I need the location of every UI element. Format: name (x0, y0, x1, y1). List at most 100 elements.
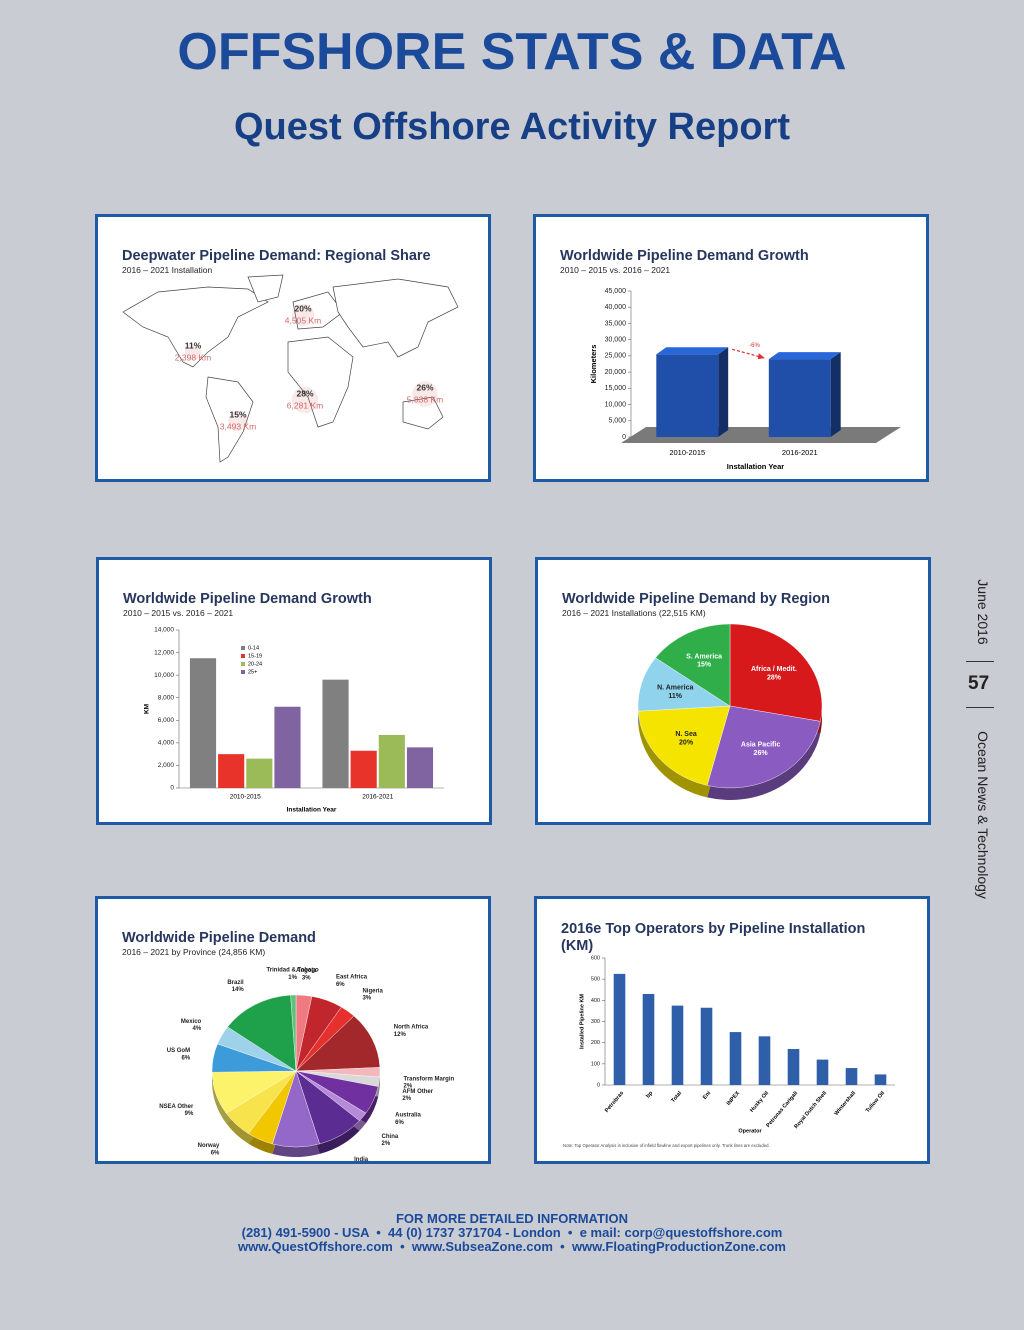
continent (205, 376, 254, 463)
continent (292, 291, 344, 330)
legend-swatch (241, 646, 245, 650)
y-tick-label: 40,000 (605, 304, 627, 311)
y-tick-label: 2,000 (158, 762, 175, 769)
slice-label: China (382, 1134, 399, 1140)
slice (290, 994, 297, 1072)
y-tick-label: 45,000 (605, 288, 627, 295)
bar (642, 993, 655, 1085)
slice-value: 11% (668, 693, 682, 700)
y-tick-label: 10,000 (154, 672, 174, 679)
x-tick-label: Total (670, 1090, 683, 1104)
slice-label: N. America (657, 684, 693, 691)
slice-value: 14% (232, 987, 245, 993)
slice-value: 28% (767, 675, 782, 682)
slice-value: 6% (336, 982, 345, 988)
x-tick-label: 2010-2015 (230, 794, 261, 801)
slice-value: 6% (395, 1120, 404, 1126)
footer-websites: www.QuestOffshore.com • www.SubseaZone.c… (238, 1239, 786, 1254)
bar (189, 658, 217, 788)
slice-value: 6% (211, 1150, 220, 1156)
continent (122, 286, 269, 368)
y-tick-label: 20,000 (605, 369, 627, 376)
x-tick-label: 2016-2021 (362, 794, 393, 801)
legend-swatch (241, 654, 245, 658)
y-tick-label: 12,000 (154, 649, 174, 656)
legend-swatch (241, 670, 245, 674)
continent (332, 278, 459, 358)
slice-label: Nigeria (362, 989, 383, 995)
footer-contact: (281) 491-5900 - USA • 44 (0) 1737 37170… (241, 1225, 783, 1240)
slice-label: Mexico (181, 1019, 202, 1025)
x-tick-label: bp (645, 1090, 654, 1099)
chart-title: Worldwide Pipeline Demand Growth (560, 248, 809, 264)
y-axis-label: Installed Pipeline KM (579, 994, 585, 1049)
bar-3d-side (830, 352, 841, 437)
chart-subtitle: 2010 – 2015 vs. 2016 – 2021 (560, 265, 671, 275)
bar (274, 706, 301, 788)
slice-label: N. Sea (675, 731, 697, 738)
continent (287, 336, 354, 428)
slice-value: 3% (302, 975, 311, 981)
slice (729, 623, 823, 722)
y-tick-label: 35,000 (605, 320, 627, 327)
bar (845, 1068, 858, 1085)
share-label: 20% (294, 303, 311, 313)
slice-value: 4% (193, 1026, 202, 1032)
x-tick-label: Petrobras (604, 1090, 625, 1114)
continent (402, 396, 444, 430)
slice-value: 9% (185, 1111, 194, 1117)
slice-label: Australia (395, 1113, 421, 1119)
share-marker (184, 343, 202, 361)
share-label: 15% (229, 409, 246, 419)
y-axis-label: KM (144, 704, 151, 714)
y-tick-label: 0 (597, 1082, 600, 1088)
x-tick-label: Petronas Carigali (765, 1090, 799, 1129)
panel: Deepwater Pipeline Demand: Regional Shar… (95, 214, 491, 482)
publication: Ocean News & Technology (975, 731, 991, 899)
panel: Worldwide Pipeline Demand by Region 2016… (535, 557, 931, 825)
slice (706, 705, 821, 789)
bar-3d-top (768, 352, 841, 360)
chart: 0 2,000 4,000 6,000 8,000 10,000 12,000 14,000 K… (144, 627, 444, 814)
x-tick-label: Royal Dutch Shell (793, 1090, 828, 1130)
panel: Worldwide Pipeline Demand Growth 2010 – … (96, 557, 492, 825)
slice-label: NSEA Other (159, 1104, 194, 1110)
slice-value: 12% (394, 1032, 407, 1038)
bar (768, 359, 831, 437)
slice-label: Africa / Medit. (751, 666, 797, 673)
slice (227, 994, 297, 1072)
chart-subtitle: 2016 – 2021 Installations (22,515 KM) (562, 608, 706, 618)
slice-label: S. America (686, 653, 722, 660)
bar (700, 1007, 713, 1085)
slice-label: North Africa (394, 1025, 429, 1031)
page-subtitle: Quest Offshore Activity Report (233, 106, 790, 148)
legend-label: 15-19 (248, 653, 262, 659)
chart: 0 100 200 300 400 500 600 Installed Pipeline KM… (563, 955, 895, 1148)
bar (218, 754, 245, 788)
panel: 2016e Top Operators by Pipeline Installa… (534, 896, 930, 1164)
chart: 20% 4,505 Km 11% 2,398 Km 28% 6,281 Km 26% 5,83… (122, 274, 459, 463)
bar (656, 354, 719, 437)
bar (406, 747, 434, 788)
x-tick-label: Eni (702, 1090, 712, 1101)
y-tick-label: 5,000 (608, 418, 626, 425)
bar-3d-side (718, 347, 729, 437)
y-tick-label: 500 (591, 977, 600, 983)
x-axis-label: Installation Year (287, 807, 337, 814)
share-label: 11% (185, 340, 202, 350)
continent (247, 274, 284, 303)
x-tick-label: 2010-2015 (669, 448, 705, 457)
km-label: 4,505 Km (285, 315, 321, 325)
chart-subtitle: 2016 – 2021 by Province (24,856 KM) (122, 947, 266, 957)
km-label: 2,398 Km (175, 352, 211, 362)
share-label: 26% (416, 382, 433, 392)
chart-title: Deepwater Pipeline Demand: Regional Shar… (122, 248, 431, 264)
divider (966, 661, 994, 662)
share-marker (291, 303, 315, 327)
chart-subtitle: 2016 – 2021 Installation (122, 265, 213, 275)
y-tick-label: 15,000 (605, 385, 627, 392)
y-tick-label: 6,000 (158, 717, 175, 724)
legend-label: 20-24 (248, 661, 262, 667)
